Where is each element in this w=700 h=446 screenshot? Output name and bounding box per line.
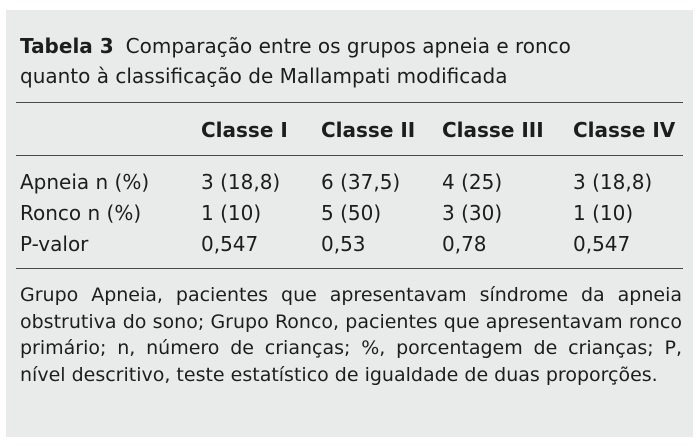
table-cell: 3 (18,8) <box>201 170 281 194</box>
table-cell: 6 (37,5) <box>321 170 401 194</box>
column-header-classe-1: Classe I <box>201 118 288 142</box>
table-cell: 5 (50) <box>321 201 382 225</box>
table-cell: 4 (25) <box>442 170 503 194</box>
table-caption-line2: quanto à classificação de Mallampati mod… <box>20 64 508 88</box>
table-label: Tabela 3 <box>20 34 114 58</box>
table-panel: Tabela 3 Comparação entre os grupos apnei… <box>6 10 693 437</box>
bottom-rule <box>16 268 683 269</box>
column-header-classe-2: Classe II <box>321 118 416 142</box>
table-cell: 1 (10) <box>201 201 262 225</box>
table-cell: 0,53 <box>321 232 366 256</box>
column-header-classe-4: Classe IV <box>573 118 676 142</box>
table-cell: 1 (10) <box>573 201 634 225</box>
table-cell: 0,78 <box>442 232 487 256</box>
table-caption-line1: Comparação entre os grupos apneia e ronc… <box>125 34 571 58</box>
table-cell: 0,547 <box>573 232 631 256</box>
table-cell: 0,547 <box>201 232 259 256</box>
row-label-ronco: Ronco n (%) <box>20 201 142 225</box>
row-label-p-valor: P-valor <box>20 232 89 256</box>
row-label-apneia: Apneia n (%) <box>20 170 150 194</box>
table-cell: 3 (18,8) <box>573 170 653 194</box>
table-cell: 3 (30) <box>442 201 503 225</box>
column-header-classe-3: Classe III <box>442 118 544 142</box>
header-rule <box>16 155 683 156</box>
top-rule <box>16 102 683 103</box>
table-footnote: Grupo Apneia, pacientes que apresentavam… <box>20 284 682 386</box>
table-title: Tabela 3 Comparação entre os grupos apnei… <box>20 31 660 91</box>
